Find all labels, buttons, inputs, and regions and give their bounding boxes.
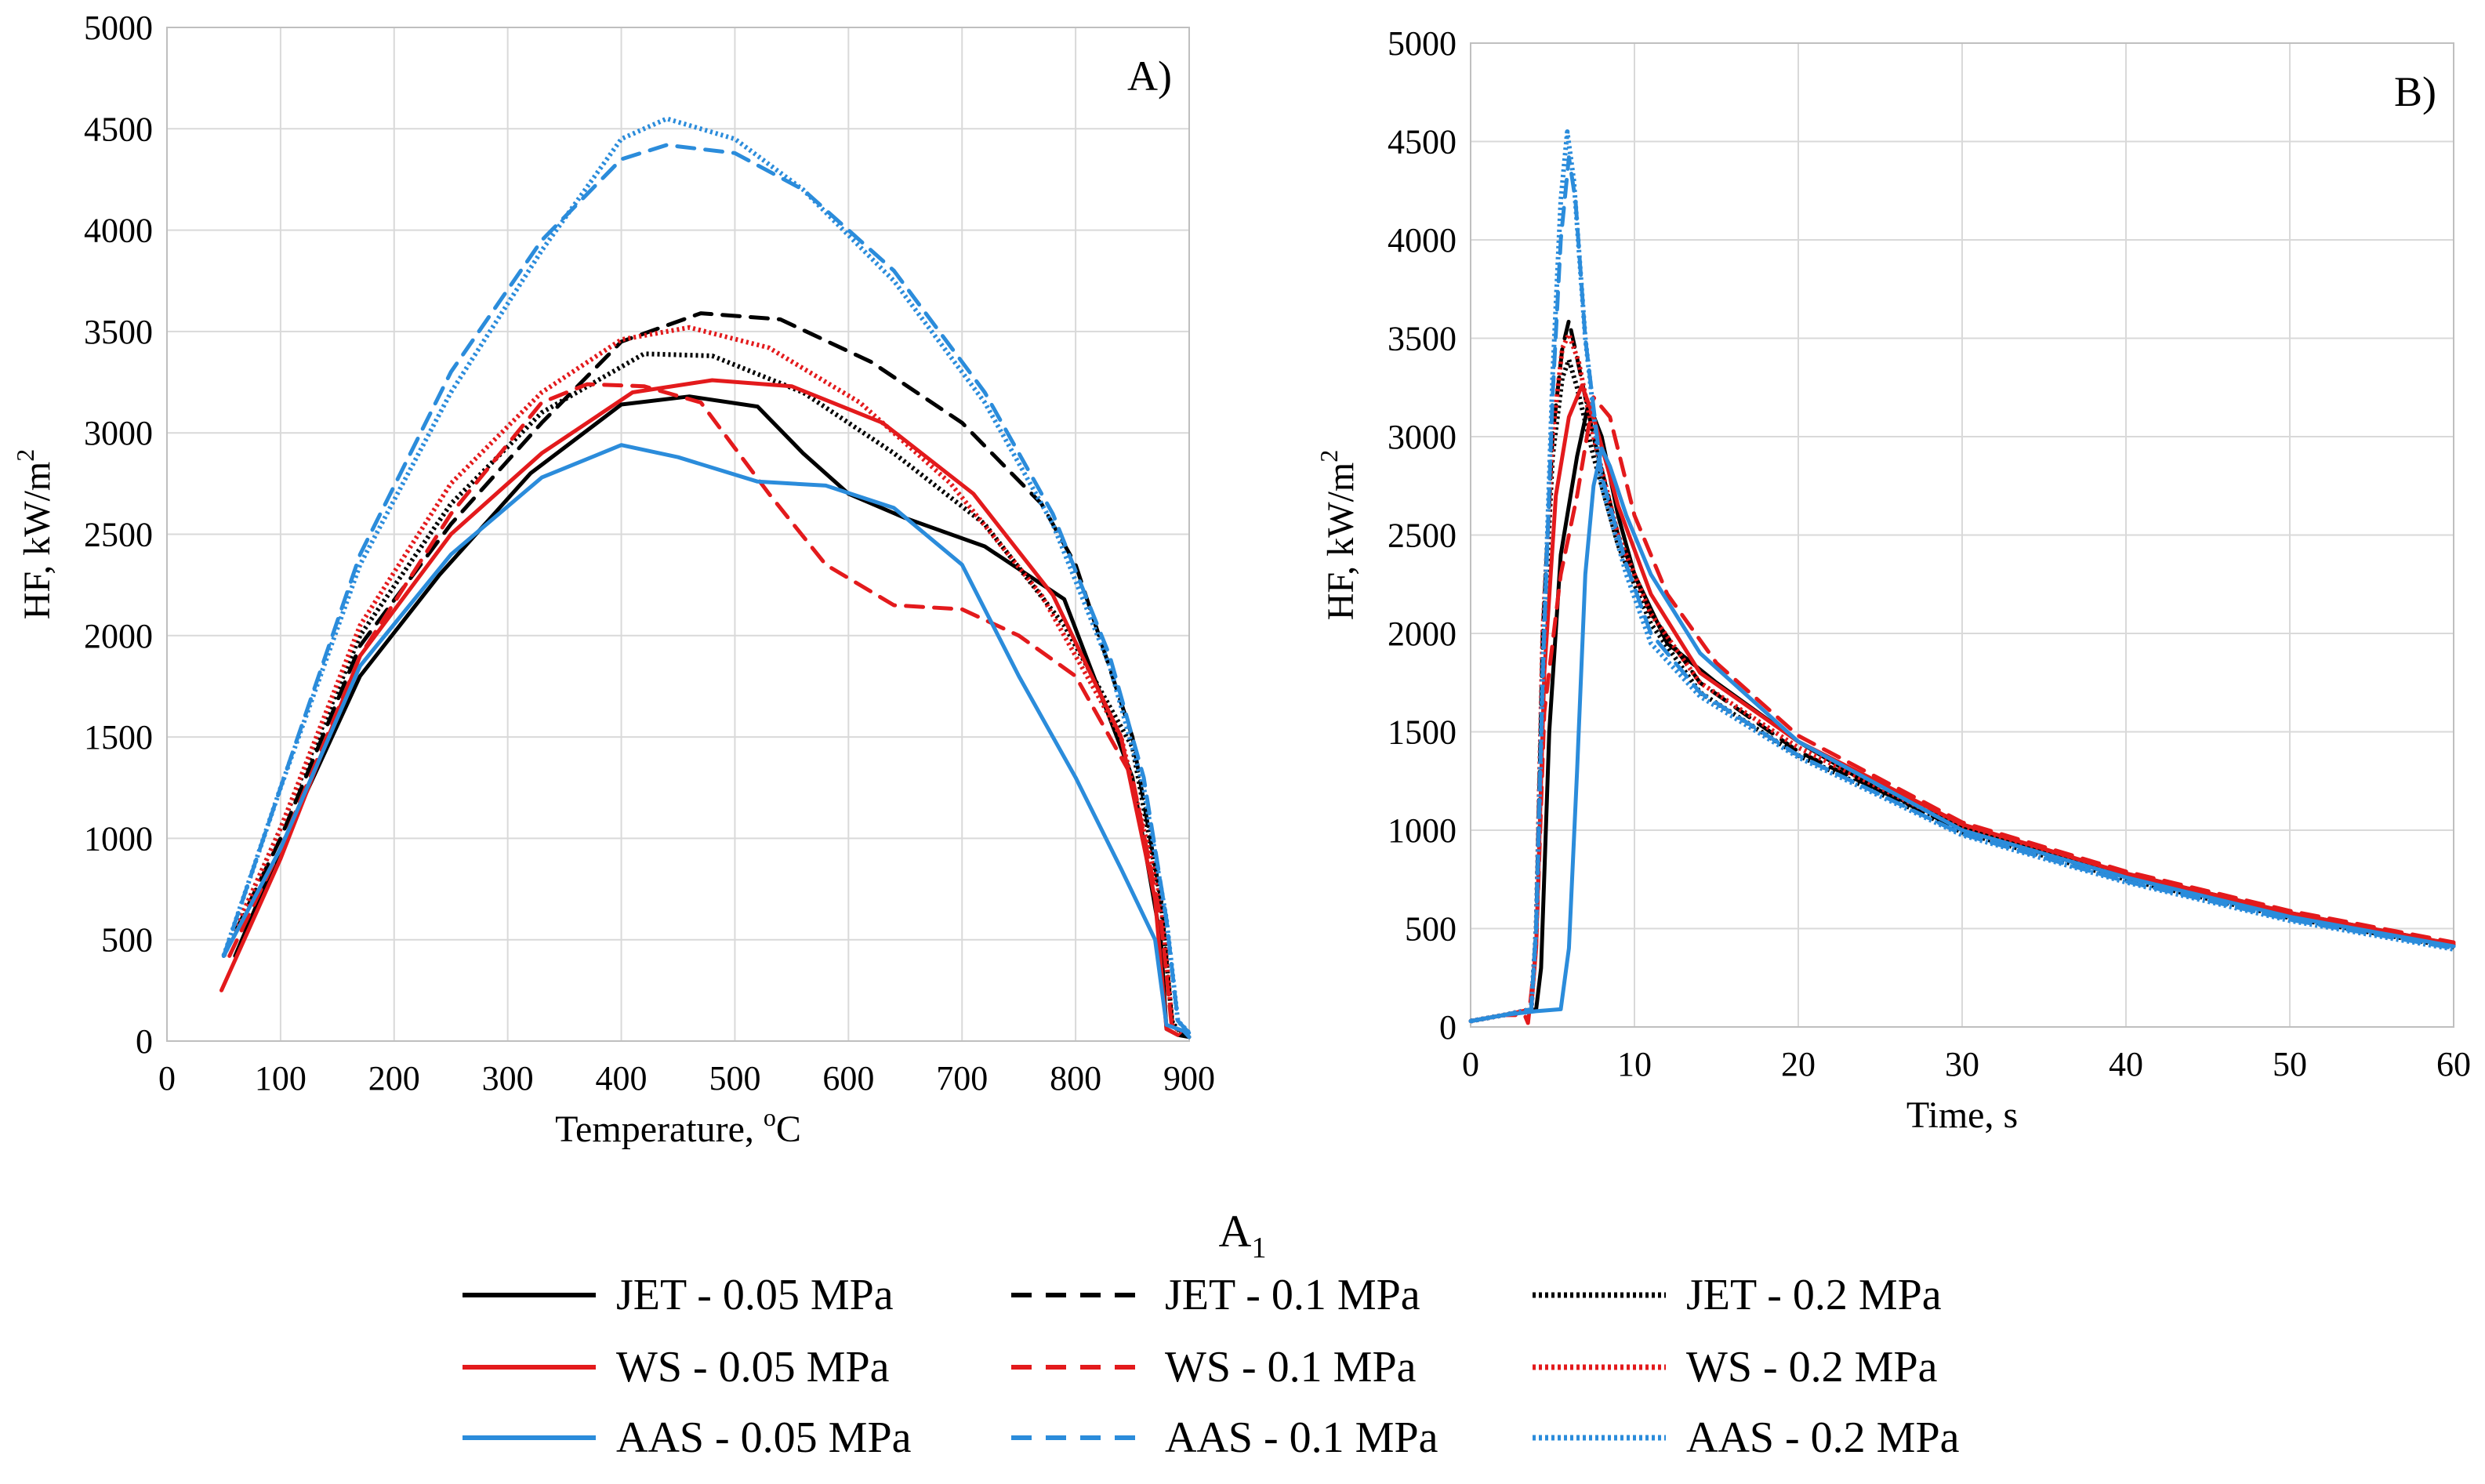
series-line-aas-0-1-mpa: [221, 143, 1192, 1036]
x-tick-label: 10: [1617, 1045, 1652, 1083]
y-tick-label: 3500: [84, 313, 153, 351]
legend-label: AAS - 0.1 MPa: [1165, 1413, 1438, 1462]
x-tick-label: 700: [936, 1059, 988, 1098]
series-line-jet-0-05-mpa: [233, 394, 1192, 1040]
legend-label: JET - 0.1 MPa: [1165, 1271, 1420, 1319]
legend-label: AAS - 0.05 MPa: [616, 1413, 912, 1462]
y-tick-label: 2500: [84, 516, 153, 554]
y-tick-label: 1500: [1388, 713, 1457, 752]
panel-tag: A): [1127, 53, 1172, 100]
legend: JET - 0.05 MPa JET - 0.1 MPa JET - 0.2 MPa…: [463, 1271, 1960, 1462]
series-line-ws-0-2-mpa: [221, 325, 1185, 1037]
x-tick-label: 900: [1163, 1059, 1215, 1098]
series-line-jet-0-1-mpa: [221, 311, 1186, 1037]
y-tick-label: 0: [136, 1022, 153, 1061]
y-tick-label: 3500: [1388, 320, 1457, 358]
y-tick-label: 4500: [1388, 123, 1457, 161]
y-tick-label: 3000: [84, 414, 153, 452]
legend-label: JET - 0.2 MPa: [1686, 1271, 1942, 1319]
y-tick-label: 2000: [1388, 615, 1457, 653]
y-tick-label: 5000: [1388, 24, 1457, 63]
y-axis-title: HF, kW/m2: [11, 449, 58, 620]
panel-tag: B): [2394, 68, 2436, 115]
series-line-aas-0-05-mpa: [221, 443, 1192, 1040]
y-tick-label: 4000: [1388, 221, 1457, 259]
x-tick-label: 0: [1462, 1045, 1479, 1083]
series-line-ws-0-1-mpa: [227, 382, 1174, 1033]
x-tick-label: 500: [709, 1059, 760, 1098]
x-tick-label: 300: [482, 1059, 534, 1098]
series-line-jet-0-2-mpa: [221, 351, 1185, 1037]
y-tick-label: 500: [101, 921, 153, 960]
x-tick-label: 100: [255, 1059, 307, 1098]
series-line-ws-0-05-mpa: [219, 378, 1180, 1037]
series-line-aas-0-05-mpa: [1468, 446, 2456, 1023]
plot-frame: [166, 27, 1190, 1042]
x-tick-label: 0: [158, 1059, 176, 1098]
x-axis-title: Temperature, oC: [555, 1103, 801, 1150]
legend-label: WS - 0.1 MPa: [1165, 1343, 1417, 1391]
y-tick-label: 4000: [84, 212, 153, 250]
y-tick-label: 2000: [84, 617, 153, 655]
x-axis-title: Time, s: [1906, 1094, 2018, 1136]
y-tick-label: 1000: [84, 819, 153, 858]
y-tick-label: 4500: [84, 110, 153, 148]
y-tick-label: 1000: [1388, 811, 1457, 850]
series-line-aas-0-2-mpa: [221, 116, 1192, 1035]
legend-label: WS - 0.2 MPa: [1686, 1343, 1938, 1391]
y-tick-label: 2500: [1388, 517, 1457, 555]
x-tick-label: 50: [2273, 1045, 2307, 1083]
x-tick-label: 800: [1050, 1059, 1101, 1098]
legend-label: WS - 0.05 MPa: [616, 1343, 890, 1391]
chart-panel-a: 0 100 200 300 400 500 600 700 800 900 0 500 1000 1500…: [11, 9, 1215, 1150]
figure-label: A1: [1219, 1206, 1267, 1264]
legend-label: JET - 0.05 MPa: [616, 1271, 894, 1319]
y-tick-label: 3000: [1388, 418, 1457, 456]
series-line-ws-0-1-mpa: [1468, 395, 2456, 1025]
y-tick-label: 1500: [84, 718, 153, 757]
y-tick-label: 0: [1439, 1008, 1457, 1047]
x-tick-label: 20: [1781, 1045, 1816, 1083]
plot-frame: [1470, 42, 2454, 1028]
x-tick-label: 400: [596, 1059, 648, 1098]
chart-panel-b: 0 10 20 30 40 50 60 0 500 1000 1500 2000 2500 3000 350…: [1315, 24, 2471, 1136]
y-tick-label: 500: [1405, 910, 1457, 949]
x-tick-label: 600: [822, 1059, 874, 1098]
y-tick-label: 5000: [84, 9, 153, 47]
series-line-aas-0-1-mpa: [1468, 155, 2456, 1023]
legend-label: AAS - 0.2 MPa: [1686, 1413, 1960, 1462]
x-tick-label: 200: [368, 1059, 420, 1098]
x-tick-label: 30: [1945, 1045, 1979, 1083]
series-line-aas-0-2-mpa: [1470, 129, 2454, 1024]
x-tick-label: 40: [2109, 1045, 2143, 1083]
y-axis-title: HF, kW/m2: [1315, 450, 1362, 621]
x-tick-label: 60: [2436, 1045, 2471, 1083]
